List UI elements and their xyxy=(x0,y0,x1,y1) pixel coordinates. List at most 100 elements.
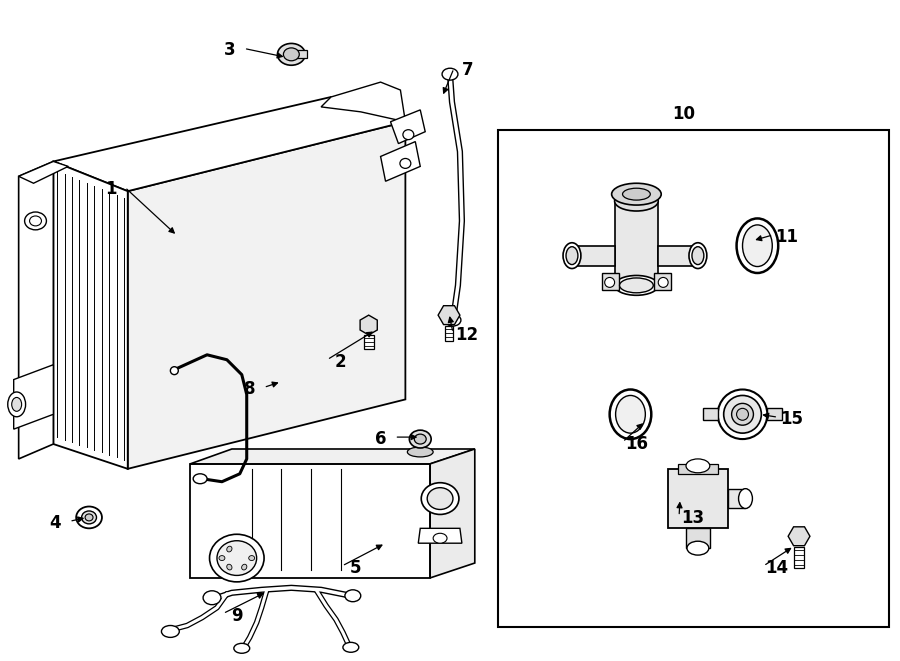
Ellipse shape xyxy=(227,546,232,552)
Ellipse shape xyxy=(217,541,256,576)
Polygon shape xyxy=(686,528,710,548)
Polygon shape xyxy=(654,274,671,290)
Ellipse shape xyxy=(442,68,458,80)
Text: 9: 9 xyxy=(231,607,243,625)
Ellipse shape xyxy=(428,488,453,510)
Text: 5: 5 xyxy=(350,559,362,577)
Ellipse shape xyxy=(277,44,305,65)
Ellipse shape xyxy=(227,564,232,570)
Polygon shape xyxy=(615,201,658,286)
Polygon shape xyxy=(381,141,420,181)
Polygon shape xyxy=(602,274,618,290)
Ellipse shape xyxy=(219,556,225,561)
Ellipse shape xyxy=(658,278,668,288)
Polygon shape xyxy=(703,408,717,420)
Text: 8: 8 xyxy=(244,381,256,399)
Polygon shape xyxy=(360,315,377,335)
Polygon shape xyxy=(794,547,804,568)
Ellipse shape xyxy=(12,397,22,411)
Polygon shape xyxy=(321,82,405,122)
Polygon shape xyxy=(14,365,53,429)
Ellipse shape xyxy=(566,247,578,264)
Polygon shape xyxy=(438,305,460,325)
Polygon shape xyxy=(19,161,53,459)
Polygon shape xyxy=(788,527,810,546)
Text: 1: 1 xyxy=(105,180,117,198)
Ellipse shape xyxy=(345,590,361,602)
Text: 13: 13 xyxy=(681,510,705,527)
Polygon shape xyxy=(768,408,782,420)
Text: 15: 15 xyxy=(780,410,804,428)
Ellipse shape xyxy=(210,534,264,582)
Ellipse shape xyxy=(403,130,414,139)
Ellipse shape xyxy=(742,225,772,266)
Text: 4: 4 xyxy=(50,514,61,532)
Polygon shape xyxy=(430,449,475,578)
Text: 6: 6 xyxy=(374,430,386,448)
Polygon shape xyxy=(19,161,68,183)
Ellipse shape xyxy=(692,247,704,264)
Ellipse shape xyxy=(739,488,752,508)
Text: 12: 12 xyxy=(455,326,479,344)
Polygon shape xyxy=(128,122,405,469)
Ellipse shape xyxy=(616,395,645,433)
Ellipse shape xyxy=(408,447,433,457)
Polygon shape xyxy=(364,335,374,349)
Ellipse shape xyxy=(30,216,41,226)
Ellipse shape xyxy=(724,395,761,433)
Ellipse shape xyxy=(248,556,255,561)
Polygon shape xyxy=(391,110,425,143)
Polygon shape xyxy=(668,469,727,528)
Ellipse shape xyxy=(686,459,710,473)
Ellipse shape xyxy=(8,392,25,417)
Ellipse shape xyxy=(414,434,427,444)
Ellipse shape xyxy=(615,191,658,211)
Ellipse shape xyxy=(82,511,96,524)
Ellipse shape xyxy=(612,183,662,205)
Ellipse shape xyxy=(86,514,93,521)
Text: 3: 3 xyxy=(224,42,236,59)
Ellipse shape xyxy=(24,212,47,230)
Polygon shape xyxy=(295,50,307,58)
Ellipse shape xyxy=(689,243,706,268)
Polygon shape xyxy=(53,161,128,469)
Ellipse shape xyxy=(194,474,207,484)
Ellipse shape xyxy=(732,403,753,425)
Ellipse shape xyxy=(717,389,768,439)
Ellipse shape xyxy=(623,188,651,200)
Text: 16: 16 xyxy=(625,435,648,453)
Ellipse shape xyxy=(433,533,447,543)
Ellipse shape xyxy=(234,643,249,653)
Ellipse shape xyxy=(400,159,410,169)
Bar xyxy=(498,130,889,627)
Ellipse shape xyxy=(609,389,652,439)
Ellipse shape xyxy=(203,591,220,605)
Ellipse shape xyxy=(687,541,709,555)
Ellipse shape xyxy=(343,642,359,652)
Polygon shape xyxy=(190,449,475,464)
Ellipse shape xyxy=(170,367,178,375)
Ellipse shape xyxy=(605,278,615,288)
Polygon shape xyxy=(418,528,462,543)
Ellipse shape xyxy=(563,243,580,268)
Polygon shape xyxy=(658,246,698,266)
Ellipse shape xyxy=(284,48,300,61)
Polygon shape xyxy=(727,488,745,508)
Polygon shape xyxy=(190,464,430,578)
Ellipse shape xyxy=(410,430,431,448)
Ellipse shape xyxy=(161,625,179,637)
Text: 2: 2 xyxy=(335,353,346,371)
Text: 10: 10 xyxy=(672,105,696,123)
Polygon shape xyxy=(53,97,405,191)
Ellipse shape xyxy=(736,408,749,420)
Ellipse shape xyxy=(736,218,778,273)
Ellipse shape xyxy=(241,564,247,570)
Polygon shape xyxy=(572,246,615,266)
Ellipse shape xyxy=(615,276,658,295)
Ellipse shape xyxy=(76,506,102,528)
Ellipse shape xyxy=(445,314,461,326)
Text: 7: 7 xyxy=(462,61,473,79)
Ellipse shape xyxy=(619,278,653,293)
Text: 14: 14 xyxy=(766,559,788,577)
Text: 11: 11 xyxy=(776,228,798,246)
